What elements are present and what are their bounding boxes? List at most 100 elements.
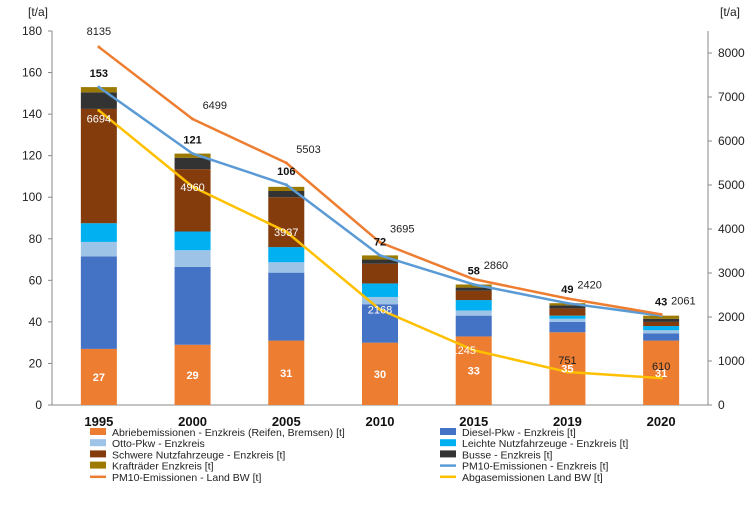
- y-right-tick-label: 4000: [718, 222, 745, 236]
- axes: [t/a] [t/a] 0 20 40 60 80 100 120 140 160 180 0 1000 2…: [22, 5, 745, 429]
- y-left-tick-label: 120: [22, 149, 42, 163]
- line-data-label: 153: [90, 68, 108, 80]
- series-point: [378, 240, 382, 244]
- bar-segment: [362, 283, 398, 297]
- line-data-label: 751: [558, 355, 576, 367]
- bar-segment: [268, 340, 305, 405]
- bar-segment: [643, 333, 680, 341]
- legend-label: Abgasemissionen Land BW [t]: [462, 472, 603, 484]
- legend-swatch: [90, 450, 106, 458]
- y-right-tick-label: 2000: [718, 310, 745, 324]
- series-point: [191, 117, 195, 121]
- bar-segment: [455, 336, 492, 405]
- line-data-label: 610: [652, 361, 670, 373]
- legend-swatch: [440, 450, 456, 458]
- bar-segment: [549, 321, 586, 333]
- bar-segment: [643, 321, 680, 327]
- legend-label: Diesel-Pkw - Enzkreis [t]: [462, 427, 576, 439]
- bar-segment: [80, 256, 117, 349]
- x-tick-label: 2020: [647, 414, 676, 429]
- legend-label: Otto-Pkw - Enzkreis: [112, 438, 205, 450]
- bar-segment: [268, 272, 305, 341]
- series-point: [97, 85, 101, 89]
- bar-segment: [362, 342, 398, 405]
- y-right-tick-label: 1000: [718, 354, 745, 368]
- legend-label: Abriebemissionen - Enzkreis (Reifen, Bre…: [112, 427, 345, 439]
- x-tick-label: 2015: [459, 414, 488, 429]
- y-left-tick-label: 60: [29, 273, 43, 287]
- bar-segment: [80, 348, 117, 405]
- y-right-tick-label: 5000: [718, 178, 745, 192]
- series-point: [97, 108, 101, 112]
- series-point: [191, 152, 195, 156]
- x-tick-label: 1995: [84, 414, 113, 429]
- legend-swatch: [440, 439, 456, 447]
- line-data-label: 72: [374, 236, 386, 248]
- y-left-tick-label: 0: [35, 398, 42, 412]
- y-left-tick-label: 180: [22, 24, 42, 38]
- legend-label: Schwere Nutzfahrzeuge - Enzkreis [t]: [112, 449, 285, 461]
- y-axis-right-unit: [t/a]: [720, 5, 740, 19]
- legend-swatch: [90, 461, 106, 469]
- series-point: [659, 312, 663, 316]
- bar-segment: [549, 308, 586, 316]
- bar-segment: [174, 169, 211, 232]
- bar-segment: [643, 326, 680, 331]
- legend-label: Krafträder Enzkreis [t]: [112, 461, 214, 473]
- line-data-label: 2860: [484, 260, 508, 272]
- x-tick-label: 2010: [366, 414, 395, 429]
- y-left-tick-label: 20: [29, 356, 43, 370]
- bar-segment: [362, 296, 398, 305]
- legend-swatch: [90, 428, 106, 435]
- bar-segment: [549, 318, 586, 322]
- bar-segment: [455, 310, 492, 316]
- series-point: [659, 376, 663, 380]
- y-right-tick-label: 6000: [718, 134, 745, 148]
- legend-label: Busse - Enzkreis [t]: [462, 449, 553, 461]
- bar-segment: [268, 197, 305, 248]
- legend-swatch: [90, 439, 106, 447]
- y-right-tick-label: 8000: [718, 46, 745, 60]
- series-point: [378, 253, 382, 257]
- bars: [80, 87, 680, 405]
- bar-segment: [80, 241, 117, 257]
- y-right-tick-label: 7000: [718, 90, 745, 104]
- y-left-tick-label: 40: [29, 315, 43, 329]
- y-left-tick-label: 80: [29, 232, 43, 246]
- bar-segment: [268, 186, 305, 191]
- y-left-tick-label: 140: [22, 107, 42, 121]
- y-left-tick-label: 160: [22, 66, 42, 80]
- data-labels: 27 29 31 30 33 35 3115381356694121649949601065…: [87, 26, 696, 384]
- y-right-tick-label: 3000: [718, 266, 745, 280]
- series-point: [472, 348, 476, 352]
- line-data-label: 2168: [368, 305, 392, 317]
- bar-segment: [643, 340, 680, 405]
- bar-segment: [455, 284, 492, 288]
- legend: Abriebemissionen - Enzkreis (Reifen, Bre…: [90, 427, 628, 484]
- line-data-label: 58: [468, 265, 480, 277]
- line-data-label: 6499: [203, 100, 227, 112]
- bar-segment: [455, 300, 492, 311]
- x-tick-label: 2005: [272, 414, 301, 429]
- series-point: [378, 308, 382, 312]
- series-point: [565, 301, 569, 305]
- bar-data-label: 35: [561, 364, 573, 376]
- legend-label: PM10-Emissionen - Land BW [t]: [112, 472, 261, 484]
- bar-data-label: 31: [655, 368, 667, 380]
- line-data-label: 6694: [87, 113, 111, 125]
- series-point: [97, 45, 101, 49]
- bar-segment: [174, 250, 211, 267]
- line-data-label: 2061: [671, 295, 695, 307]
- legend-swatch: [440, 428, 456, 435]
- bar-segment: [268, 262, 305, 273]
- series-point: [565, 370, 569, 374]
- bar-segment: [549, 315, 586, 319]
- bar-segment: [80, 92, 117, 109]
- y-axis-left-unit: [t/a]: [28, 5, 48, 19]
- bar-segment: [268, 247, 305, 263]
- bar-segment: [174, 344, 211, 405]
- bar-segment: [362, 263, 398, 284]
- series-point: [472, 277, 476, 281]
- line-data-label: 3937: [274, 227, 298, 239]
